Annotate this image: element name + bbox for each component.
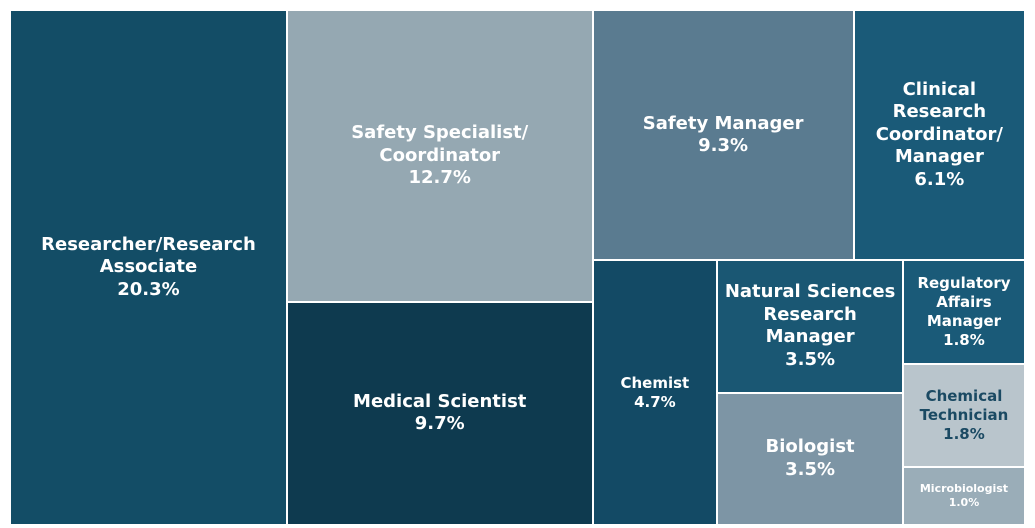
- tile-label: Microbiologist: [919, 482, 1009, 496]
- tile: Safety Specialist/Coordinator 12.7%: [286, 10, 593, 302]
- tile: Medical Scientist 9.7%: [286, 301, 593, 525]
- tile: Microbiologist 1.0%: [902, 467, 1025, 525]
- tile-label: Researcher/Research Associate: [41, 233, 256, 278]
- tile: Regulatory Affairs Manager 1.8%: [902, 260, 1025, 364]
- tile-value: 9.7%: [414, 413, 465, 435]
- tile-label: Chemist: [620, 373, 690, 392]
- tile: Chemist 4.7%: [592, 260, 718, 525]
- tile: Clinical Research Coordinator/Manager 6.1…: [853, 10, 1025, 261]
- tile-value: 4.7%: [634, 392, 676, 411]
- tile: Safety Manager 9.3%: [592, 10, 854, 261]
- tile-label: Safety Specialist/Coordinator: [351, 122, 529, 166]
- tile-label: Natural Sciences Research Manager: [724, 281, 896, 348]
- tile: Natural Sciences Research Manager 3.5%: [717, 260, 903, 393]
- tile-value: 12.7%: [408, 167, 471, 189]
- tile-label: Biologist: [765, 436, 855, 458]
- tile-label: Safety Manager: [642, 112, 804, 134]
- tile-value: 1.8%: [943, 330, 985, 349]
- tile-value: 20.3%: [117, 278, 180, 300]
- tile: Chemical Technician 1.8%: [902, 363, 1025, 468]
- tile-value: 3.5%: [785, 348, 836, 370]
- tile-value: 1.8%: [943, 424, 985, 443]
- tile-label: Clinical Research Coordinator/Manager: [875, 78, 1003, 168]
- tile-label: Chemical Technician: [919, 387, 1009, 425]
- tile-value: 1.0%: [948, 496, 980, 510]
- tile-value: 3.5%: [785, 458, 836, 480]
- tile-label: Regulatory Affairs Manager: [917, 274, 1011, 330]
- tile: Researcher/Research Associate 20.3%: [10, 10, 287, 525]
- tile-label: Medical Scientist: [353, 390, 527, 412]
- tile-value: 9.3%: [698, 135, 749, 157]
- tile-value: 6.1%: [914, 168, 965, 190]
- tile: Biologist 3.5%: [717, 392, 903, 525]
